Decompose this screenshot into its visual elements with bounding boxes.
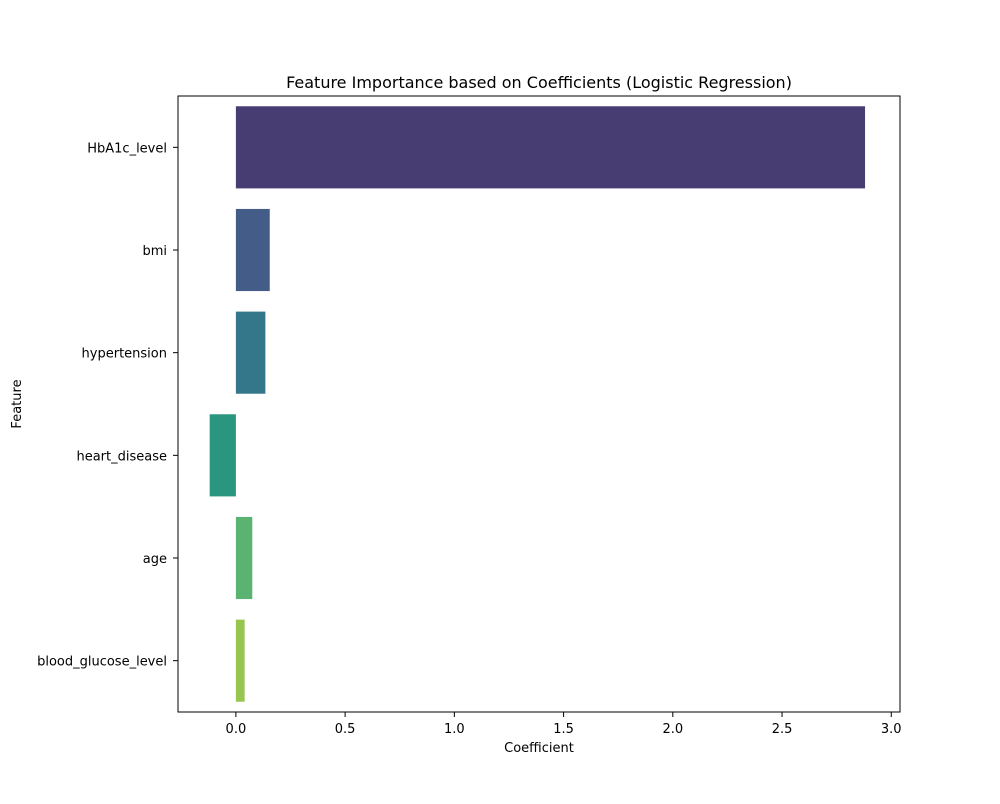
y-tick-label: hypertension [82,347,167,362]
x-tick-label: 1.0 [444,722,465,737]
bar-age [235,516,253,600]
x-axis-ticks: 0.0 0.5 1.0 1.5 2.0 2.5 3.0 [226,712,902,737]
x-tick-label: 0.0 [226,722,247,737]
bar-hypertension [235,311,266,394]
y-tick-label: heart_disease [76,449,167,464]
x-tick-label: 3.0 [881,722,902,737]
plot-area-frame [177,95,901,713]
x-tick-label: 0.5 [335,722,356,737]
y-tick-label: age [143,552,167,567]
bar-blood-glucose-level [235,619,245,702]
y-tick-label: blood_glucose_level [37,655,167,670]
y-tick-label: bmi [142,244,167,259]
x-tick-label: 1.5 [553,722,574,737]
bar-bmi [235,208,270,292]
bar-hba1c-level [235,106,866,189]
chart-title: Feature Importance based on Coefficients… [286,73,792,92]
y-axis-label: Feature [10,379,25,428]
y-tick-label: HbA1c_level [87,141,167,156]
bar-heart-disease [209,414,236,497]
x-tick-label: 2.0 [662,722,683,737]
x-tick-label: 2.5 [772,722,793,737]
x-axis-label: Coefficient [504,741,574,756]
bars-group [209,106,866,702]
